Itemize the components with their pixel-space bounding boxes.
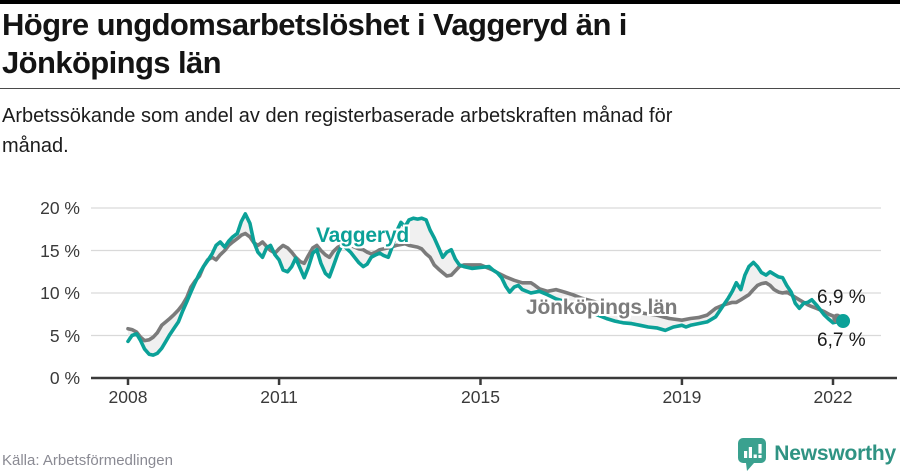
y-axis-tick-label: 15 %	[40, 240, 80, 261]
x-axis-tick-label: 2008	[108, 387, 148, 407]
y-axis-tick-label: 5 %	[49, 325, 80, 346]
newsworthy-bar-chart-icon	[738, 437, 767, 471]
source-credit: Källa: Arbetsförmedlingen	[2, 452, 173, 469]
line-vaggeryd	[126, 212, 844, 357]
line-jonkopings-lan	[126, 231, 844, 343]
page-title: Högre ungdomsarbetslöshet i Vaggeryd än …	[2, 7, 627, 81]
end-value-label-vaggeryd: 6,7 %	[817, 330, 866, 351]
top-accent-bar	[0, 0, 900, 4]
y-axis-tick-label: 10 %	[40, 283, 80, 303]
band-between-series	[128, 213, 842, 356]
x-axis-tick-label: 2019	[662, 387, 702, 407]
y-axis-tick-label: 20 %	[40, 198, 80, 218]
x-axis-tick-label: 2011	[260, 387, 298, 407]
title-divider	[0, 88, 900, 89]
end-value-label-jonkopings-lan: 6,9 %	[817, 287, 866, 308]
chart-subtitle: Arbetssökande som andel av den registerb…	[2, 105, 673, 157]
x-axis-tick-label: 2022	[813, 387, 853, 407]
y-axis-tick-label: 0 %	[49, 368, 80, 388]
series-label-jonkopings-lan: Jönköpings län	[526, 296, 678, 319]
x-axis-tick-label: 2015	[461, 387, 500, 407]
series-label-vaggeryd: Vaggeryd	[316, 224, 409, 247]
newsworthy-wordmark: Newsworthy	[774, 442, 896, 465]
chart-plot	[91, 207, 897, 385]
newsworthy-logo: Newsworthy	[738, 437, 896, 471]
end-dot-vaggeryd	[836, 314, 851, 329]
